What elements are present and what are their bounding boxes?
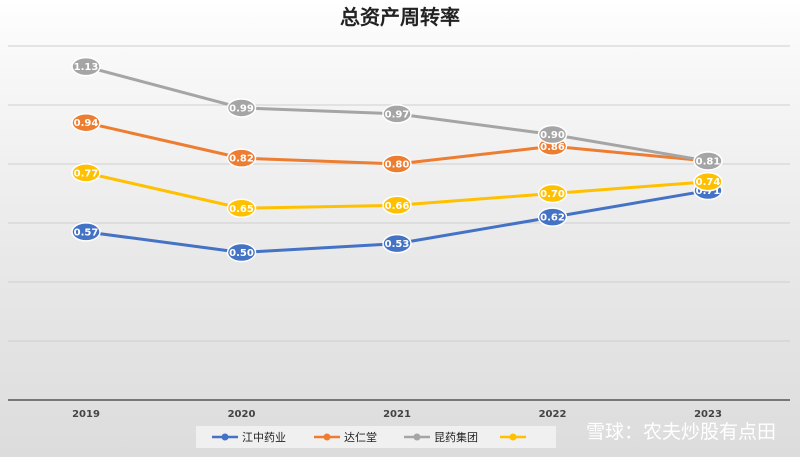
x-tick-label: 2023 — [694, 409, 722, 420]
data-point — [382, 233, 412, 254]
data-label: 0.80 — [385, 160, 410, 171]
legend-label: 江中药业 — [242, 431, 286, 444]
data-label: 0.62 — [540, 213, 565, 224]
watermark-text: 雪球：农夫炒股有点田 — [586, 421, 776, 443]
legend-item: 达仁堂 — [314, 431, 377, 444]
x-tick-label: 2022 — [539, 409, 567, 420]
data-label: 0.90 — [540, 130, 565, 141]
legend-item: 昆药集团 — [404, 430, 478, 444]
data-point — [226, 242, 257, 263]
data-point — [693, 171, 723, 192]
data-point — [382, 154, 412, 174]
data-point — [382, 104, 412, 124]
data-point — [71, 112, 101, 133]
data-label: 0.53 — [385, 239, 410, 250]
data-label: 0.97 — [385, 109, 410, 120]
x-tick-label: 2021 — [383, 409, 411, 420]
legend-marker — [221, 433, 229, 441]
data-point — [226, 198, 257, 218]
data-label: 0.71 — [696, 186, 721, 197]
data-point — [537, 207, 568, 227]
data-label: 0.70 — [540, 189, 565, 200]
gridlines — [8, 45, 790, 401]
data-label: 0.77 — [74, 168, 99, 179]
data-point — [71, 56, 101, 77]
chart-title: 总资产周转率 — [340, 5, 460, 29]
series-3: 0.77 0.65 0.66 0.70 0.74 — [71, 163, 723, 218]
x-tick-label: 2020 — [228, 409, 256, 420]
data-label: 0.74 — [696, 177, 721, 188]
legend-marker — [509, 433, 517, 441]
legend-background — [196, 426, 556, 448]
x-tick-label: 2019 — [72, 409, 100, 420]
legend-item: 江中药业 — [212, 431, 286, 444]
legend-marker — [323, 433, 331, 441]
legend-label: 达仁堂 — [344, 431, 377, 444]
data-point — [537, 124, 568, 145]
data-label: 0.66 — [385, 201, 410, 212]
data-point — [71, 163, 101, 183]
data-label: 0.86 — [540, 142, 565, 153]
data-label: 0.94 — [74, 118, 99, 129]
data-point — [382, 195, 412, 216]
data-label: 0.50 — [229, 248, 254, 259]
data-point — [693, 151, 723, 171]
data-label: 0.99 — [229, 103, 254, 114]
legend-item — [500, 433, 526, 441]
data-label: 0.65 — [229, 204, 254, 215]
series-2: 1.13 0.99 0.97 0.90 0.81 — [71, 56, 723, 171]
data-label: 1.13 — [74, 62, 99, 73]
legend-marker — [413, 433, 421, 441]
series-0: 0.57 0.50 0.53 0.62 0.71 — [71, 180, 723, 263]
data-label: 0.82 — [229, 154, 254, 165]
x-axis-tick-labels: 2019 2020 2021 2022 2023 — [72, 409, 722, 420]
data-point — [537, 183, 568, 204]
data-label: 0.57 — [74, 227, 99, 238]
legend: 江中药业 达仁堂 昆药集团 — [196, 426, 556, 448]
data-point — [226, 148, 257, 168]
series-lines: 0.57 0.50 0.53 0.62 0.71 0.94 0.82 0.80 0.86 0.81… — [71, 56, 723, 263]
data-point — [226, 98, 257, 118]
legend-label: 昆药集团 — [434, 430, 478, 444]
data-label: 0.81 — [696, 157, 721, 168]
data-point — [71, 222, 101, 242]
